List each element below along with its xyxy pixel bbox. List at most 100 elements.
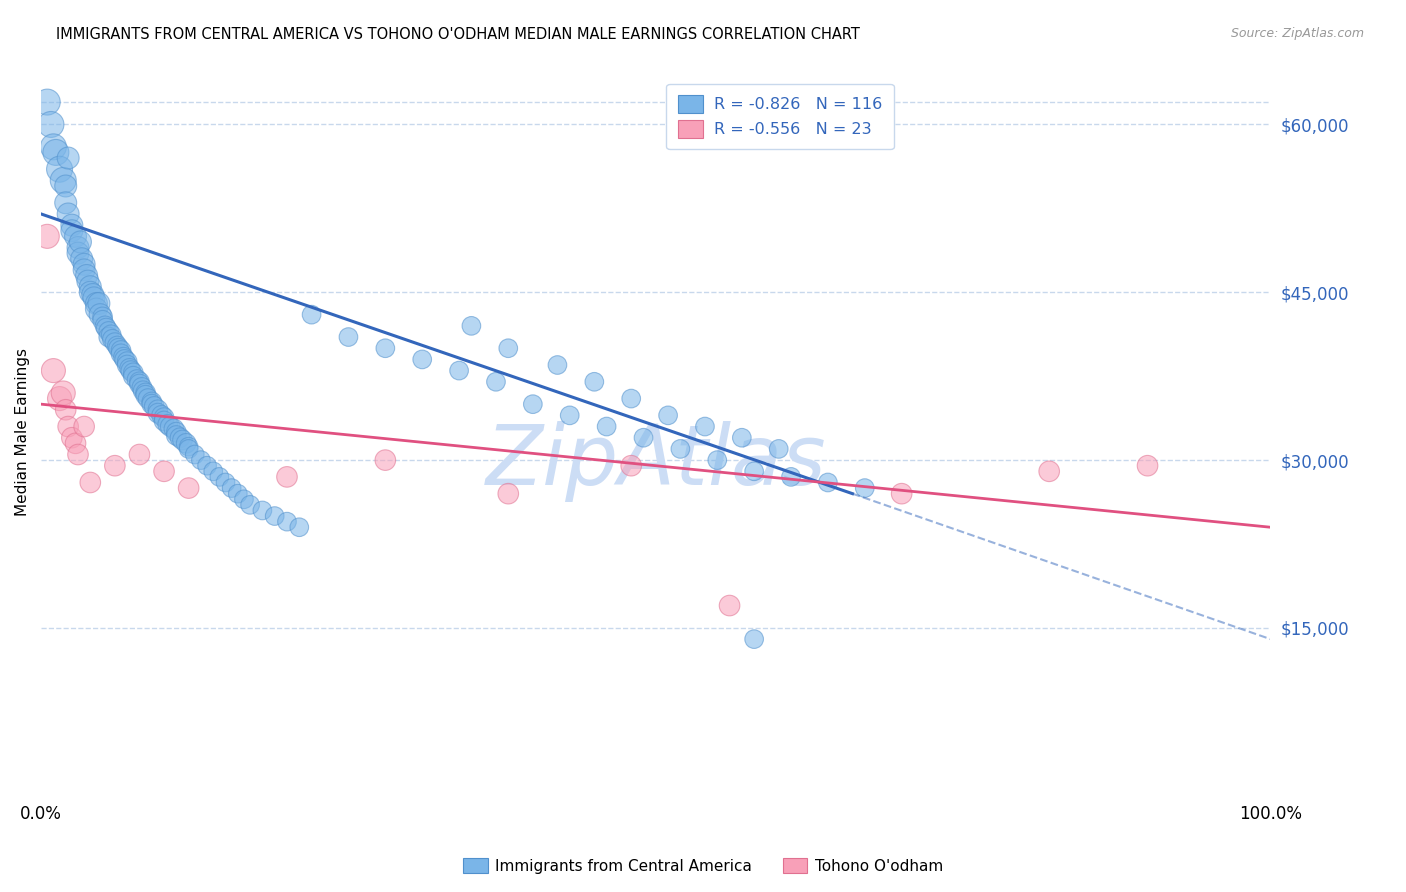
Text: Source: ZipAtlas.com: Source: ZipAtlas.com [1230, 27, 1364, 40]
Point [165, 425, 187, 439]
Point [156, 417, 179, 432]
Point [742, 464, 765, 478]
Point [55, 179, 77, 194]
Point [195, 458, 218, 473]
Point [66, 241, 89, 255]
Point [79, 285, 101, 300]
Point [135, 386, 157, 401]
Point [693, 419, 716, 434]
Point [91, 313, 114, 327]
Text: IMMIGRANTS FROM CENTRAL AMERICA VS TOHONO O'ODHAM MEDIAN MALE EARNINGS CORRELATI: IMMIGRANTS FROM CENTRAL AMERICA VS TOHON… [56, 27, 860, 42]
Point [122, 366, 145, 380]
Point [89, 308, 111, 322]
Point [620, 458, 643, 473]
Point [226, 486, 249, 500]
Point [105, 339, 128, 353]
Point [146, 402, 169, 417]
Point [110, 347, 132, 361]
Point [221, 481, 243, 495]
Point [1038, 464, 1060, 478]
Point [374, 453, 396, 467]
Point [150, 409, 173, 423]
Point [768, 442, 790, 456]
Point [37, 95, 59, 109]
Point [208, 470, 231, 484]
Point [496, 341, 519, 355]
Point [136, 392, 159, 406]
Point [1136, 458, 1159, 473]
Point [132, 384, 155, 398]
Point [172, 433, 194, 447]
Point [115, 354, 138, 368]
Point [128, 377, 150, 392]
Point [184, 448, 207, 462]
Point [558, 409, 581, 423]
Point [233, 492, 256, 507]
Point [55, 402, 77, 417]
Point [104, 335, 127, 350]
Point [76, 268, 98, 283]
Point [135, 388, 157, 402]
Point [97, 325, 120, 339]
Point [120, 363, 142, 377]
Point [411, 352, 433, 367]
Point [60, 431, 83, 445]
Point [159, 419, 181, 434]
Point [143, 400, 166, 414]
Point [177, 440, 200, 454]
Point [742, 632, 765, 647]
Point [169, 431, 191, 445]
Point [65, 436, 87, 450]
Point [48, 392, 70, 406]
Point [66, 246, 89, 260]
Point [190, 453, 212, 467]
Point [45, 145, 67, 160]
Point [55, 195, 77, 210]
Point [374, 341, 396, 355]
Point [276, 515, 298, 529]
Point [146, 406, 169, 420]
Point [263, 509, 285, 524]
Point [214, 475, 236, 490]
Point [52, 386, 75, 401]
Point [153, 464, 176, 478]
Point [301, 308, 323, 322]
Point [73, 263, 96, 277]
Point [239, 498, 262, 512]
Legend: Immigrants from Central America, Tohono O'odham: Immigrants from Central America, Tohono … [457, 852, 949, 880]
Point [69, 235, 91, 249]
Point [288, 520, 311, 534]
Point [48, 162, 70, 177]
Point [96, 321, 118, 335]
Point [86, 301, 108, 316]
Point [60, 224, 83, 238]
Point [97, 330, 120, 344]
Point [100, 327, 122, 342]
Legend: R = -0.826   N = 116, R = -0.556   N = 23: R = -0.826 N = 116, R = -0.556 N = 23 [666, 84, 894, 150]
Point [153, 414, 176, 428]
Point [104, 458, 127, 473]
Point [718, 599, 741, 613]
Point [485, 375, 508, 389]
Point [163, 422, 186, 436]
Point [118, 361, 141, 376]
Point [70, 252, 93, 266]
Point [101, 332, 124, 346]
Point [110, 343, 132, 358]
Point [496, 486, 519, 500]
Point [174, 436, 197, 450]
Point [82, 287, 104, 301]
Point [522, 397, 544, 411]
Point [37, 229, 59, 244]
Point [91, 310, 114, 324]
Point [107, 341, 129, 355]
Point [122, 369, 145, 384]
Point [112, 350, 135, 364]
Point [56, 207, 79, 221]
Point [780, 470, 803, 484]
Point [731, 431, 754, 445]
Point [73, 257, 96, 271]
Point [706, 453, 728, 467]
Point [620, 392, 643, 406]
Point [52, 173, 75, 187]
